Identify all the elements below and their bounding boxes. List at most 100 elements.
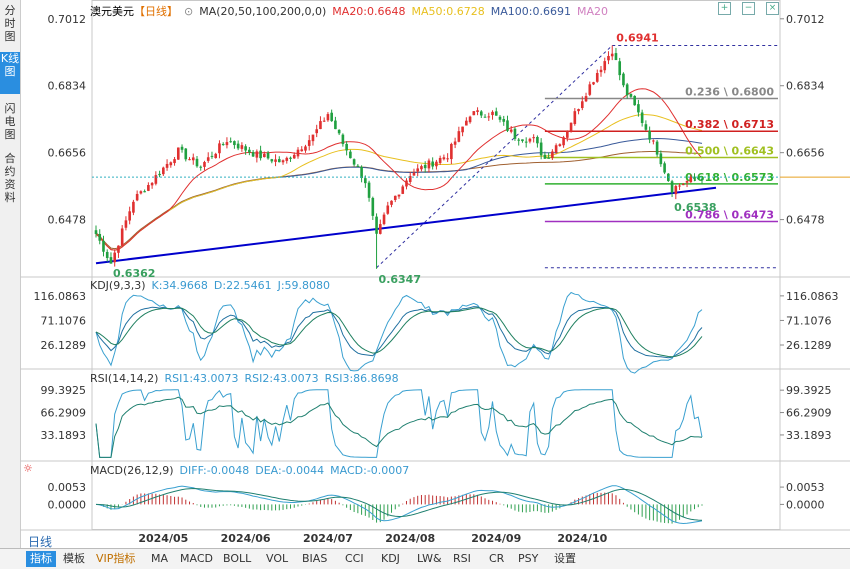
candle-body <box>225 142 229 146</box>
rsi1-line <box>95 396 703 458</box>
candle-body <box>487 116 491 118</box>
candle-body <box>158 173 161 176</box>
candle-body <box>476 110 479 112</box>
ma-params[interactable]: MA(20,50,100,200,0,0) <box>199 5 327 18</box>
candle-body <box>483 116 487 118</box>
sidebar-tab-kline[interactable]: K线图 <box>0 52 20 94</box>
indicator-tab[interactable]: CR <box>489 552 505 565</box>
y-tick-left: 0.6656 <box>48 147 87 160</box>
candle-body <box>378 224 382 234</box>
candle-body <box>221 144 225 146</box>
y-tick-right: 0.7012 <box>786 13 825 26</box>
candle-body <box>674 186 678 195</box>
period-label: 【日线】 <box>134 5 178 18</box>
indicator-tab[interactable]: MA <box>151 552 169 565</box>
ma50-value: MA50:0.6728 <box>411 5 485 18</box>
candle-body <box>521 139 524 142</box>
sidebar-tab-contract-info[interactable]: 合约资料 <box>4 152 16 204</box>
candle-body <box>165 163 169 168</box>
candle-body <box>98 233 102 241</box>
y-tick-right: 26.1289 <box>786 339 832 352</box>
candle-body <box>408 176 412 182</box>
rsi-title[interactable]: RSI(14,14,2) <box>90 372 159 385</box>
period-badge[interactable]: 日线 <box>28 535 53 549</box>
candle-body <box>330 112 333 122</box>
candle-body <box>405 180 408 187</box>
y-tick-right: 116.0863 <box>786 290 839 303</box>
main-header: 澳元美元【日线】 ⊙ MA(20,50,100,200,0,0) MA20:0.664… <box>90 3 614 19</box>
candle-body <box>360 166 363 179</box>
sidebar-tab-timeshare[interactable]: 分时图 <box>4 4 16 43</box>
indicator-tab[interactable]: MACD <box>180 552 213 565</box>
indicator-tab[interactable]: CCI <box>345 552 364 565</box>
fib-level-label: 0.500 \ 0.6643 <box>685 145 774 158</box>
indicator-tab[interactable]: VOL <box>266 552 289 565</box>
candle-body <box>438 157 442 163</box>
candle-body <box>180 146 184 150</box>
candle-body <box>547 157 550 159</box>
candle-body <box>251 152 255 157</box>
candle-body <box>307 140 311 146</box>
candle-body <box>461 126 464 133</box>
candle-body <box>562 137 565 146</box>
candle-body <box>700 178 704 181</box>
candle-body <box>423 164 427 169</box>
kdj-header: KDJ(9,3,3) K:34.9668 D:22.5461 J:59.8080 <box>90 279 336 292</box>
hide-indicator-icon[interactable]: ⊙ <box>184 5 194 18</box>
candle-body <box>577 109 580 112</box>
indicator-tab[interactable]: VIP指标 <box>96 552 136 565</box>
kdj-title[interactable]: KDJ(9,3,3) <box>90 279 146 292</box>
candle-body <box>637 104 640 113</box>
rsi3-value: RSI3:86.8698 <box>324 372 399 385</box>
price-annotation: 0.6941 <box>616 31 658 44</box>
indicator-tab[interactable]: BIAS <box>302 552 328 565</box>
y-tick-left: 0.6478 <box>48 214 87 227</box>
y-tick-right: 99.3925 <box>786 384 832 397</box>
x-axis-label: 2024/06 <box>221 532 271 545</box>
fib-diagonal <box>376 45 613 269</box>
indicator-tab[interactable]: 指标 <box>26 551 56 567</box>
candle-body <box>401 186 405 194</box>
candle-body <box>236 143 240 149</box>
candle-body <box>326 114 330 121</box>
sidebar-tab-flash[interactable]: 闪电图 <box>4 102 16 141</box>
indicator-tab[interactable]: RSI <box>453 552 471 565</box>
ma20-extra: MA20 <box>576 5 608 18</box>
macd-dea-line <box>95 487 703 521</box>
x-axis-label: 2024/05 <box>138 532 188 545</box>
fib-level-label: 0.236 \ 0.6800 <box>685 86 774 99</box>
price-annotation: 0.6362 <box>113 267 155 280</box>
indicator-tab[interactable]: 模板 <box>63 552 85 565</box>
kdj-k: K:34.9668 <box>151 279 208 292</box>
indicator-tab[interactable]: PSY <box>518 552 539 565</box>
y-tick-right: 33.1893 <box>786 429 832 442</box>
y-tick-left: 0.7012 <box>48 13 87 26</box>
y-tick-left: 116.0863 <box>34 290 87 303</box>
candle-body <box>498 116 502 120</box>
fib-level-label: 0.786 \ 0.6473 <box>685 208 774 221</box>
indicator-tab[interactable]: BOLL <box>223 552 252 565</box>
candle-body <box>296 149 300 157</box>
minus-box-icon[interactable]: − <box>742 2 755 15</box>
candle-body <box>315 129 319 134</box>
candle-body <box>457 131 461 142</box>
rsi-header: RSI(14,14,2) RSI1:43.0073 RSI2:43.0073 RSI3… <box>90 372 405 385</box>
candle-body <box>431 161 434 167</box>
kline-chart[interactable]: 0.7012 0.7012 0.6834 0.6834 0.6656 0.6656 0.64… <box>20 0 850 548</box>
indicator-tab[interactable]: 设置 <box>554 552 576 565</box>
settings-sun-icon[interactable]: ☼ <box>23 462 33 475</box>
indicator-tab[interactable]: KDJ <box>381 552 400 565</box>
candle-body <box>685 180 689 183</box>
macd-title[interactable]: MACD(26,12,9) <box>90 464 174 477</box>
kdj-j-line <box>95 291 703 374</box>
candle-body <box>255 151 259 158</box>
collapse-icon[interactable]: × <box>766 2 779 15</box>
indicator-tab[interactable]: LW& <box>417 552 442 565</box>
candle-body <box>479 111 483 116</box>
ma20-value: MA20:0.6648 <box>332 5 406 18</box>
candle-body <box>566 130 569 138</box>
candle-body <box>386 205 390 214</box>
candle-body <box>517 139 521 141</box>
plus-box-icon[interactable]: + <box>718 2 731 15</box>
candle-body <box>465 120 468 126</box>
